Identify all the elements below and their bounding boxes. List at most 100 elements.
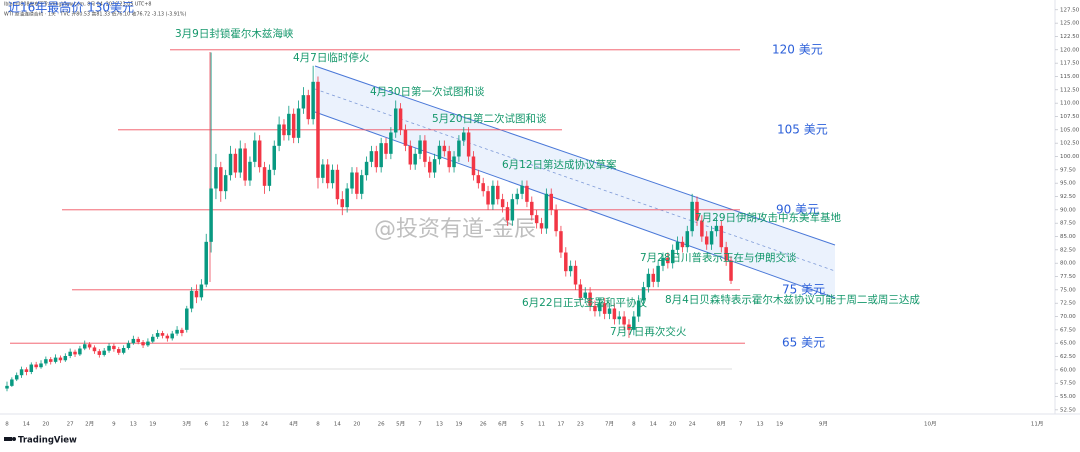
publisher: lblam0808发布于TradingView.com, 8月 04, 2026…: [4, 1, 151, 8]
candle-body: [257, 140, 262, 168]
candle-body: [622, 316, 626, 325]
y-tick-label: 55.00: [1060, 394, 1076, 400]
y-tick-label: 92.50: [1060, 194, 1076, 200]
candle-body: [714, 225, 719, 232]
x-tick-label: 11: [538, 422, 545, 428]
candle-body: [427, 161, 432, 173]
x-tick-label: 9月: [819, 421, 828, 428]
x-tick-label: 4月: [289, 421, 298, 428]
candle-body: [588, 292, 592, 306]
candle-body: [243, 148, 247, 181]
candle-body: [151, 336, 155, 342]
candle-body: [709, 231, 714, 245]
y-tick-label: 122.50: [1060, 34, 1080, 40]
y-tick-label: 60.00: [1060, 367, 1076, 373]
candle-body: [199, 284, 204, 298]
candle-body: [724, 247, 728, 261]
channel-top: [314, 65, 836, 246]
candle-body: [583, 292, 587, 298]
candle-body: [578, 284, 583, 298]
candle-body: [593, 305, 597, 312]
y-tick-label: 95.00: [1060, 181, 1076, 187]
candle-body: [442, 145, 447, 152]
candle-body: [44, 359, 48, 364]
candle-body: [180, 329, 184, 334]
y-tick-label: 82.50: [1060, 247, 1076, 253]
candle-body: [316, 81, 320, 178]
symbol-info: WTI 原油连续合约 · 1天 · TVC 开80.53 高81.33 低76.…: [4, 11, 186, 18]
candle-body: [704, 236, 709, 245]
x-tick-label: 14: [650, 422, 657, 428]
x-tick-label: 13: [757, 422, 764, 428]
logo-icon: [12, 437, 16, 441]
candle-body: [452, 156, 456, 168]
x-tick-label: 23: [577, 422, 584, 428]
x-tick-label: 26: [480, 422, 487, 428]
candle-body: [155, 333, 160, 337]
candle-body: [24, 369, 29, 372]
candle-body: [10, 379, 14, 386]
candle-body: [194, 290, 199, 298]
candle-body: [335, 169, 340, 200]
candle-body: [214, 167, 218, 189]
candle-body: [325, 164, 330, 184]
candle-body: [92, 347, 97, 352]
y-tick-label: 75.00: [1060, 287, 1076, 293]
x-tick-label: 12: [222, 422, 229, 428]
candle-body: [112, 345, 116, 350]
candle-body: [146, 341, 150, 346]
x-tick-label: 17: [557, 422, 564, 428]
candle-body: [374, 151, 379, 168]
x-tick-label: 7月: [605, 421, 614, 428]
candle-body: [500, 199, 505, 208]
candle-body: [238, 148, 242, 173]
candle-body: [661, 257, 665, 266]
watermark: @投资有道-金辰: [374, 217, 536, 242]
x-tick-label: 2月: [85, 421, 94, 428]
candle-body: [48, 359, 53, 362]
candle-body: [539, 223, 544, 229]
x-tick-label: 24: [689, 422, 696, 428]
candle-body: [228, 153, 233, 176]
candle-body: [602, 303, 607, 314]
candle-body: [282, 124, 286, 136]
candle-body: [131, 338, 136, 344]
candle-body: [34, 364, 38, 368]
annotation: 5月20日第二次试图和谈: [432, 112, 547, 125]
candle-body: [389, 132, 393, 154]
level-label: 105 美元: [777, 122, 828, 136]
candle-body: [136, 338, 140, 343]
x-tick-label: 11月: [1031, 421, 1044, 428]
x-tick-label: 7: [418, 422, 422, 428]
candle-body: [189, 290, 194, 309]
candle-body: [680, 241, 685, 248]
candle-body: [209, 188, 213, 242]
candle-body: [544, 193, 549, 229]
y-tick-label: 100.00: [1060, 154, 1080, 160]
x-tick-label: 24: [261, 422, 268, 428]
y-tick-label: 125.00: [1060, 21, 1080, 27]
candle-body: [408, 145, 413, 165]
annotation: 6月12日第达成协议草案: [502, 158, 617, 171]
y-tick-label: 65.00: [1060, 341, 1076, 347]
candle-body: [369, 151, 374, 162]
x-tick-label: 5: [520, 422, 524, 428]
x-tick-label: 8: [316, 422, 320, 428]
candle-body: [14, 375, 19, 380]
candle-body: [481, 183, 485, 192]
candle-body: [651, 273, 656, 282]
x-tick-label: 10月: [924, 421, 937, 428]
candle-body: [695, 201, 699, 221]
candle-body: [496, 185, 500, 200]
y-tick-label: 117.50: [1060, 61, 1080, 67]
x-tick-label: 3月: [182, 421, 191, 428]
candle-body: [345, 188, 349, 208]
y-tick-label: 57.50: [1060, 381, 1076, 387]
candle-body: [393, 108, 398, 133]
annotation: 4月30日第一次试图和谈: [370, 85, 485, 98]
candle-body: [160, 333, 165, 336]
candle-body: [82, 344, 87, 349]
x-tick-label: 20: [42, 422, 49, 428]
x-tick-label: 6月: [498, 421, 507, 428]
x-tick-label: 19: [776, 422, 783, 428]
